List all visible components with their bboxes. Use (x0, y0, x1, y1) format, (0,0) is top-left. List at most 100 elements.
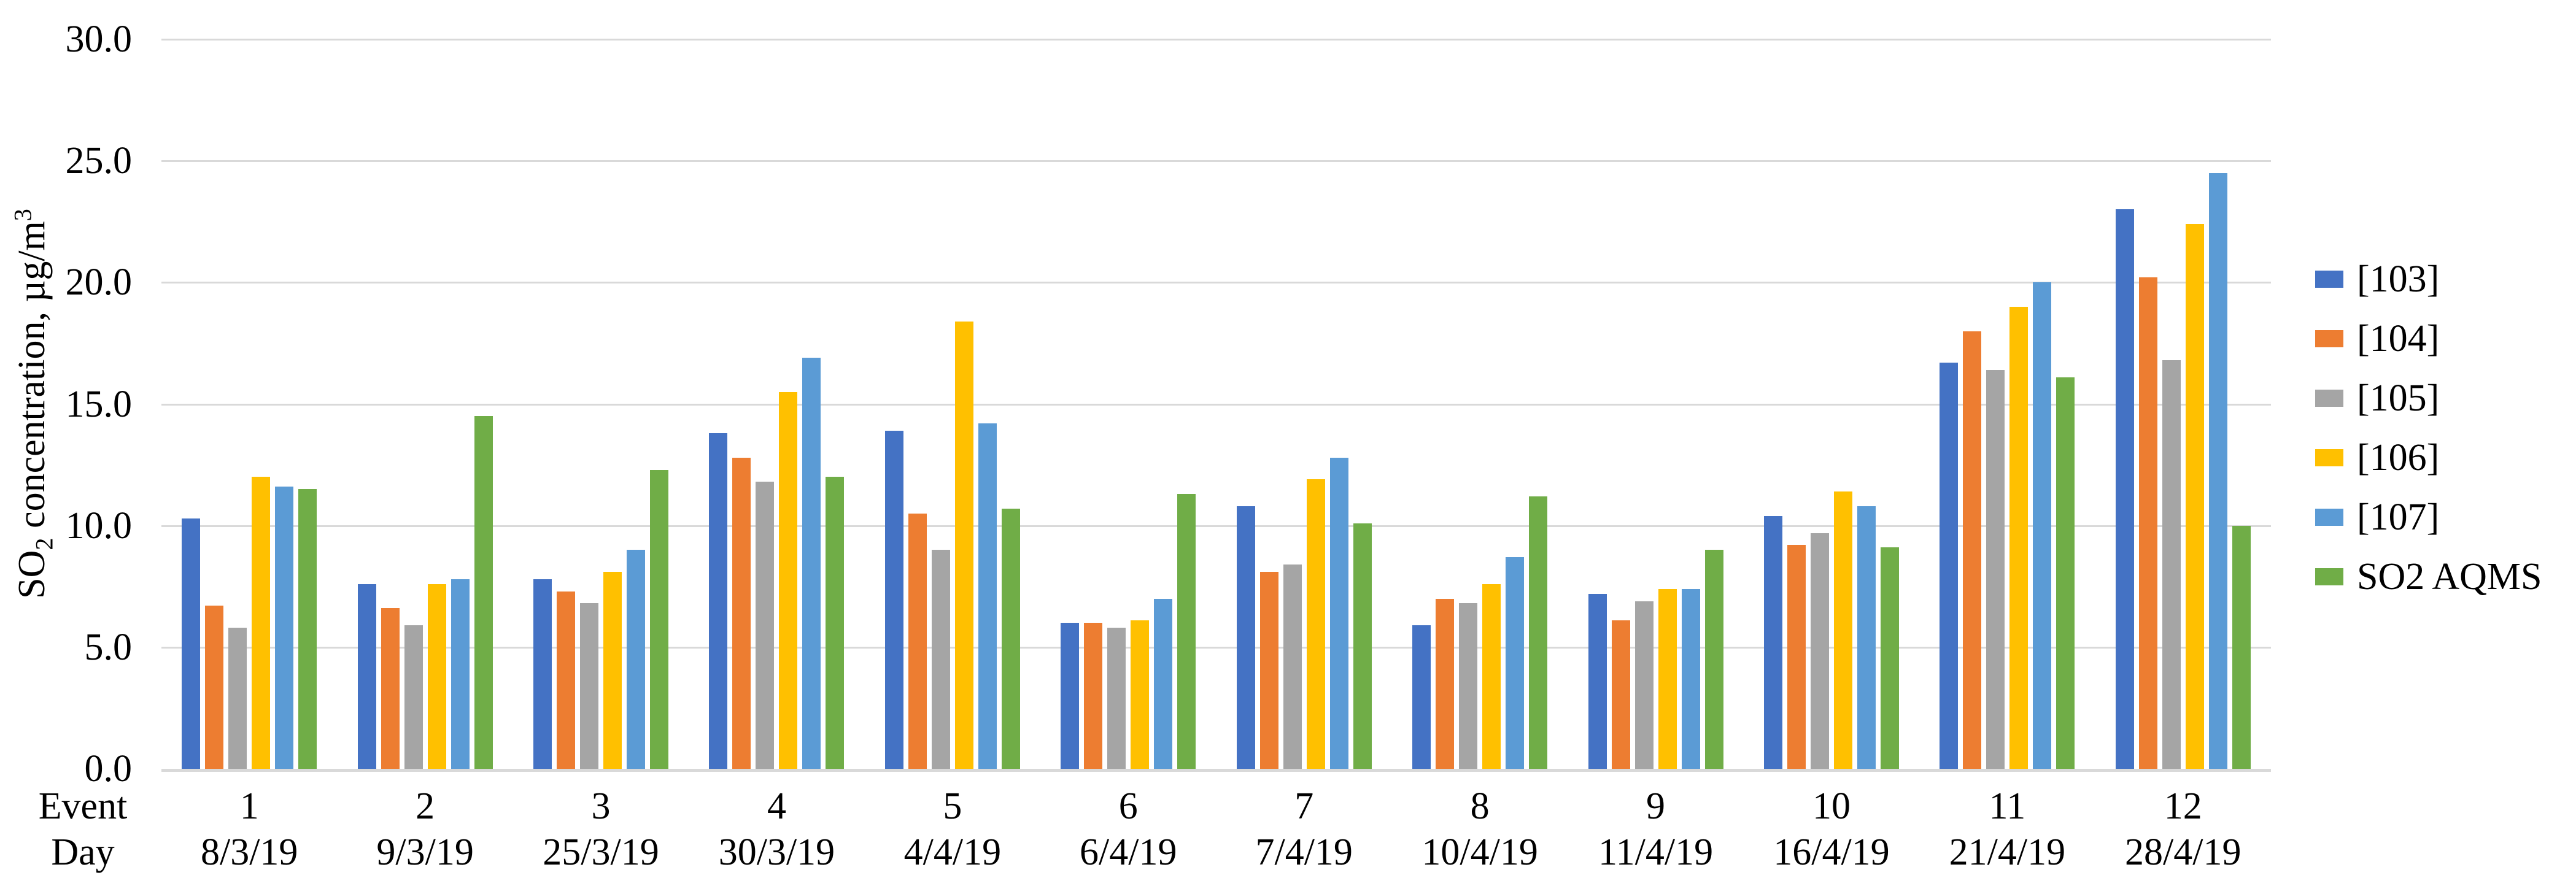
bar-event-2-so2-aqms (474, 416, 493, 769)
legend-swatch-105 (2315, 390, 2343, 407)
bar-event-10-104 (1787, 545, 1806, 769)
bar-event-3-107 (627, 550, 646, 769)
bar-event-11-107 (2033, 282, 2052, 769)
bar-event-11-104 (1963, 331, 1982, 769)
gridline-15.0 (161, 403, 2271, 406)
bar-event-4-103 (709, 433, 728, 769)
x-label-day-2: 9/3/19 (376, 831, 474, 873)
bar-event-7-so2-aqms (1353, 523, 1372, 769)
bar-event-7-107 (1329, 457, 1348, 769)
bar-event-3-103 (533, 579, 552, 769)
bar-event-9-104 (1611, 620, 1630, 769)
x-label-event-7: 7 (1294, 785, 1314, 827)
bar-event-6-so2-aqms (1177, 494, 1196, 769)
bar-event-9-106 (1658, 588, 1677, 769)
bar-event-4-105 (756, 482, 775, 769)
bar-event-9-105 (1634, 601, 1654, 769)
bar-event-2-104 (381, 608, 400, 769)
legend-swatch-106 (2315, 449, 2343, 466)
bar-event-7-106 (1306, 479, 1325, 769)
bar-event-12-107 (2208, 172, 2227, 769)
legend-swatch-103 (2315, 271, 2343, 288)
legend-label-103: [103] (2357, 258, 2440, 300)
gridline-5.0 (161, 646, 2271, 649)
x-label-day-6: 6/4/19 (1080, 831, 1177, 873)
bar-event-6-106 (1131, 620, 1150, 769)
y-tick-10.0: 10.0 (65, 504, 133, 547)
x-label-event-10: 10 (1812, 785, 1851, 827)
y-tick-15.0: 15.0 (65, 383, 133, 425)
bar-event-10-106 (1833, 491, 1852, 769)
bar-event-2-107 (451, 579, 470, 769)
bar-event-5-103 (884, 431, 903, 769)
legend-item-104: [104] (2315, 319, 2439, 358)
x-label-event-2: 2 (416, 785, 435, 827)
y-tick-5.0: 5.0 (84, 626, 133, 668)
bar-event-4-107 (802, 358, 821, 769)
bar-event-5-107 (978, 423, 997, 769)
x-axis-line (161, 769, 2271, 772)
x-label-event-8: 8 (1470, 785, 1490, 827)
bar-event-12-105 (2162, 360, 2181, 769)
bar-event-4-106 (779, 391, 798, 769)
x-axis-row-label-day: Day (51, 831, 115, 873)
bar-event-7-103 (1236, 506, 1255, 769)
bar-event-6-105 (1107, 628, 1126, 769)
legend-label-104: [104] (2357, 318, 2440, 360)
bar-event-6-103 (1061, 623, 1080, 769)
legend-label-105: [105] (2357, 377, 2440, 419)
bar-event-11-106 (2009, 306, 2029, 769)
bar-event-7-105 (1283, 565, 1302, 769)
bar-event-12-106 (2185, 224, 2204, 769)
legend-item-106: [106] (2315, 438, 2439, 477)
y-tick-0.0: 0.0 (84, 748, 133, 790)
bar-event-5-106 (954, 321, 973, 769)
x-label-day-5: 4/4/19 (903, 831, 1002, 873)
bar-event-7-104 (1259, 571, 1278, 769)
bar-event-6-104 (1084, 623, 1103, 769)
x-label-event-6: 6 (1118, 785, 1138, 827)
x-label-event-9: 9 (1646, 785, 1666, 827)
x-label-day-8: 10/4/19 (1421, 831, 1538, 873)
bar-event-1-106 (252, 477, 271, 769)
bar-event-4-so2-aqms (826, 477, 845, 769)
x-label-event-11: 11 (1989, 785, 2026, 827)
bar-event-11-103 (1940, 363, 1959, 769)
bar-event-6-107 (1154, 598, 1173, 769)
bar-event-2-105 (404, 625, 423, 769)
legend-item-so2-aqms: SO2 AQMS (2315, 557, 2542, 596)
legend-item-105: [105] (2315, 379, 2439, 418)
bar-event-8-104 (1436, 598, 1455, 769)
bar-event-2-103 (357, 584, 376, 769)
gridline-20.0 (161, 282, 2271, 284)
bar-event-10-103 (1763, 515, 1782, 769)
x-label-day-11: 21/4/19 (1949, 831, 2066, 873)
y-tick-30.0: 30.0 (65, 18, 133, 60)
x-label-event-1: 1 (239, 785, 259, 827)
x-label-event-5: 5 (943, 785, 962, 827)
bar-event-3-104 (557, 591, 576, 769)
bar-event-8-106 (1482, 584, 1501, 769)
bar-event-10-107 (1857, 506, 1876, 769)
legend-item-103: [103] (2315, 260, 2439, 299)
x-label-event-4: 4 (767, 785, 786, 827)
x-label-event-3: 3 (591, 785, 611, 827)
bar-event-3-106 (603, 571, 622, 769)
bar-event-1-so2-aqms (298, 489, 317, 769)
bar-event-12-104 (2138, 277, 2157, 769)
bar-event-1-104 (205, 606, 224, 769)
bar-event-10-105 (1810, 533, 1829, 769)
bar-event-11-so2-aqms (2056, 377, 2075, 769)
bar-event-11-105 (1986, 370, 2005, 769)
bar-event-8-107 (1506, 557, 1525, 769)
x-label-day-7: 7/4/19 (1255, 831, 1353, 873)
bar-event-1-107 (275, 487, 294, 769)
x-label-event-12: 12 (2164, 785, 2202, 827)
x-label-day-4: 30/3/19 (718, 831, 835, 873)
legend-label-so2-aqms: SO2 AQMS (2357, 556, 2542, 598)
bar-event-1-105 (228, 628, 247, 769)
legend-swatch-so2-aqms (2315, 568, 2343, 585)
bar-event-10-so2-aqms (1880, 547, 1899, 769)
y-tick-25.0: 25.0 (65, 140, 133, 182)
